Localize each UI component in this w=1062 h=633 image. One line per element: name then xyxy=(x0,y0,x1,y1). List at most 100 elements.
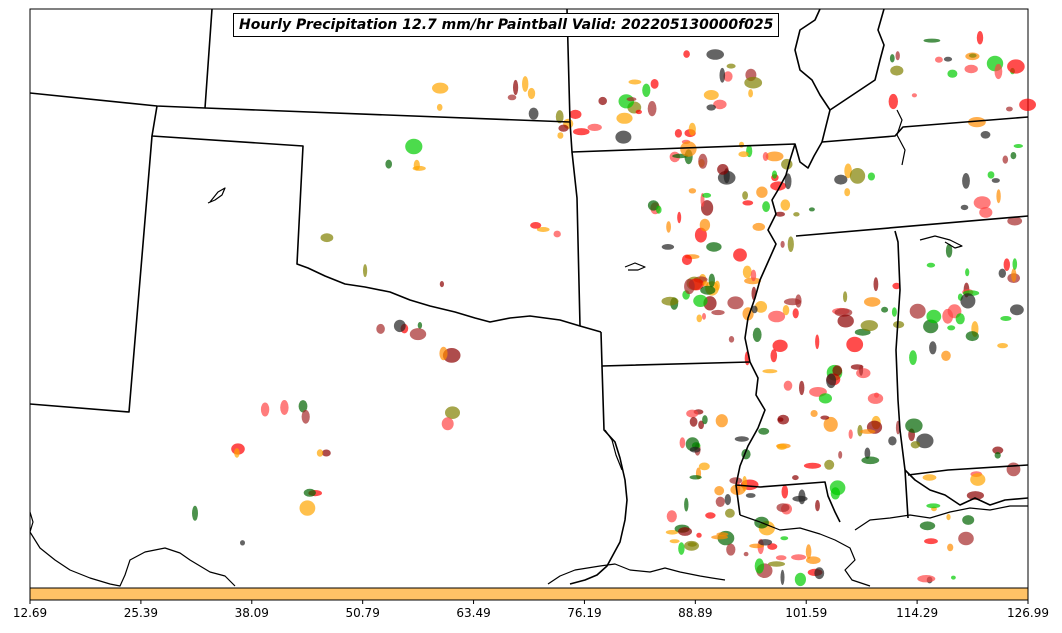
paintball-blob xyxy=(780,199,791,211)
paintball-blob xyxy=(528,107,539,120)
paintball-blob xyxy=(573,128,590,136)
colorbar-tick-label: 76.19 xyxy=(567,606,602,620)
paintball-blob xyxy=(715,496,725,507)
paintball-blob xyxy=(994,63,1003,80)
paintball-blob xyxy=(754,301,768,313)
paintball-blob xyxy=(926,309,942,324)
paintball-blob xyxy=(780,240,785,248)
paintball-blob xyxy=(917,575,936,583)
paintball-blob xyxy=(966,491,985,500)
paintball-blob xyxy=(994,452,1001,459)
paintball-blob xyxy=(656,205,662,214)
paintball-blob xyxy=(726,543,736,556)
coastline xyxy=(29,109,1028,587)
paintball-blob xyxy=(861,456,880,465)
paintball-blob xyxy=(536,227,550,232)
paintball-blob xyxy=(834,174,848,185)
paintball-blob xyxy=(909,350,917,365)
paintball-blob xyxy=(780,569,785,586)
paintball-blob xyxy=(702,280,709,287)
colorbar-tick-label: 101.59 xyxy=(785,606,828,620)
colorbar-tick-label: 126.99 xyxy=(1007,606,1049,620)
paintball-blob xyxy=(794,572,807,587)
paintball-blob xyxy=(919,521,936,531)
paintball-blob xyxy=(947,325,956,331)
paintball-blob xyxy=(587,123,602,131)
paintball-blob xyxy=(750,269,757,282)
paintball-blob xyxy=(929,341,937,355)
paintball-blob xyxy=(321,449,331,457)
colorbar-tick-label: 12.69 xyxy=(12,606,48,620)
paintball-blob xyxy=(680,141,697,157)
paintball-blob xyxy=(522,76,529,92)
paintball-blob xyxy=(784,173,792,190)
paintball-blob xyxy=(922,474,937,481)
paintball-blob xyxy=(661,296,679,306)
paintball-blob xyxy=(1002,155,1009,164)
paintball-blob xyxy=(810,410,818,417)
paintball-blob xyxy=(674,129,683,138)
paintball-blob xyxy=(683,50,690,58)
paintball-blob xyxy=(726,63,736,69)
paintball-blob xyxy=(926,503,941,509)
paintball-blob xyxy=(762,201,770,213)
paintball-blob xyxy=(916,433,934,449)
paintball-blob xyxy=(846,336,864,353)
paintball-blob xyxy=(781,485,789,499)
paintball-blob xyxy=(439,346,448,361)
paintball-blob xyxy=(684,278,695,295)
paintball-blob xyxy=(234,448,240,458)
paintball-blob xyxy=(848,429,853,440)
paintball-blob xyxy=(669,539,680,544)
paintball-blob xyxy=(688,122,696,136)
paintball-blob xyxy=(991,178,1000,183)
paintball-blob xyxy=(890,65,904,76)
paintball-blob xyxy=(376,323,385,334)
paintball-blob xyxy=(947,69,958,78)
paintball-blob xyxy=(860,320,878,332)
paintball-blob xyxy=(679,437,686,449)
map-title: Hourly Precipitation 12.7 mm/hr Paintbal… xyxy=(239,17,774,33)
paintball-blob xyxy=(837,314,854,328)
paintball-blob xyxy=(973,196,991,210)
paintball-blob xyxy=(743,551,749,557)
paintball-blob xyxy=(301,409,310,424)
paintball-blob xyxy=(748,89,753,98)
paintball-blob xyxy=(558,124,569,132)
paintball-blob xyxy=(303,488,316,497)
paintball-blob xyxy=(405,138,423,155)
paintball-blob xyxy=(716,532,729,537)
paintball-blob xyxy=(838,451,843,459)
paintball-blob xyxy=(777,417,784,422)
paintball-blob xyxy=(782,305,790,316)
paintball-blob xyxy=(830,487,841,500)
paintball-blob xyxy=(553,230,561,238)
paintball-blob xyxy=(734,436,749,442)
paintball-blob xyxy=(781,158,793,170)
paintball-blob xyxy=(706,104,716,111)
paintball-blob xyxy=(826,373,837,389)
paintball-blob xyxy=(1019,98,1036,112)
paintball-blob xyxy=(859,429,876,434)
paintball-blob xyxy=(888,93,898,110)
paintball-blob xyxy=(832,365,843,376)
paintball-blob xyxy=(756,186,768,198)
paintball-blob xyxy=(767,561,786,567)
paintball-blob xyxy=(681,254,693,266)
paintball-blob xyxy=(770,349,778,363)
paintball-blob xyxy=(793,212,800,217)
paintball-blob xyxy=(924,538,938,545)
paintball-blob xyxy=(616,112,633,124)
paintball-blob xyxy=(678,542,685,555)
paintball-blob xyxy=(699,218,711,232)
paintball-blob xyxy=(530,222,542,229)
paintball-blob xyxy=(702,313,706,320)
paintball-blob xyxy=(856,368,871,379)
paintball-blob xyxy=(706,242,722,252)
paintball-blob xyxy=(744,277,762,285)
map-title-box: Hourly Precipitation 12.7 mm/hr Paintbal… xyxy=(233,13,780,37)
paintball-blob xyxy=(768,310,786,323)
paintball-blob xyxy=(960,204,969,211)
paintball-blob xyxy=(960,293,976,309)
paintball-blob xyxy=(385,159,393,169)
